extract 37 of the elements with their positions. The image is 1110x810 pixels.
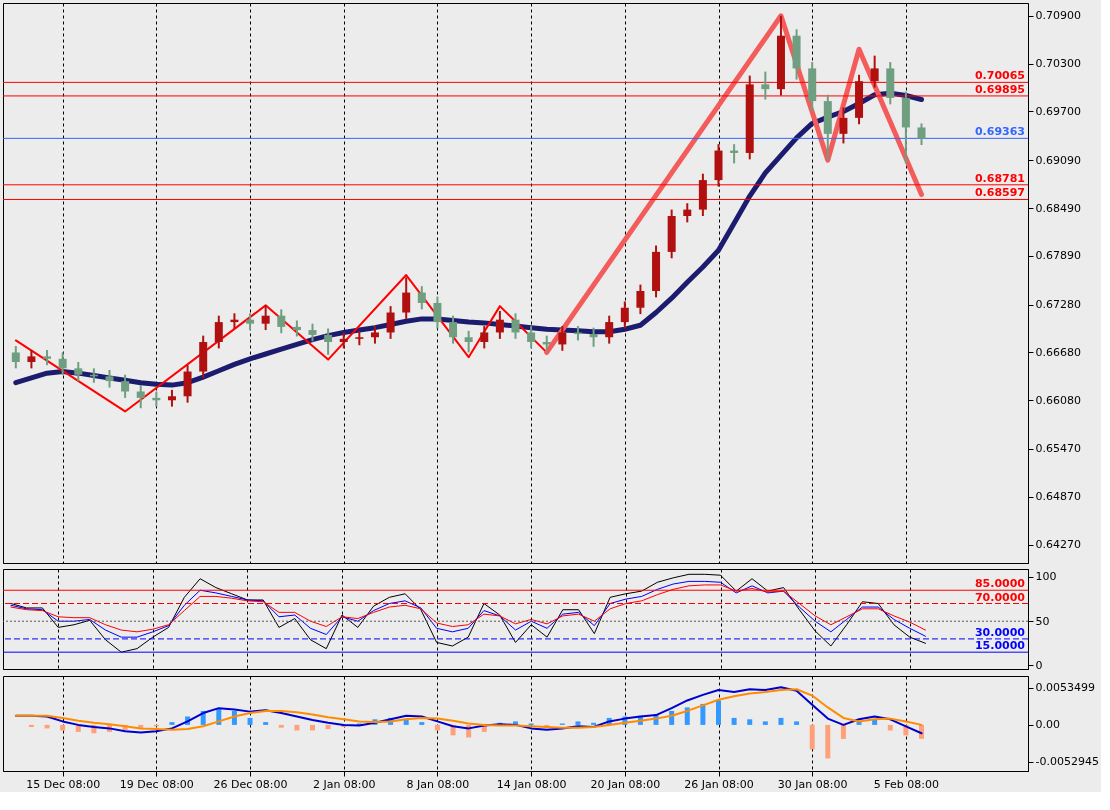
y-tick-label: 0.67890 xyxy=(1035,249,1081,263)
x-tick-label: 15 Dec 08:00 xyxy=(26,777,101,791)
ref-line-label: 0.69363 xyxy=(974,125,1025,139)
y-tick-label: 0.64270 xyxy=(1035,538,1081,552)
ref-line-label: 0.69895 xyxy=(974,82,1025,96)
y-tick-label: 0.68490 xyxy=(1035,201,1081,215)
y-tick-label: 0.00 xyxy=(1035,718,1060,732)
y-tick-label: 0.69090 xyxy=(1035,153,1081,167)
y-tick-label: 0.70300 xyxy=(1035,57,1081,71)
x-tick-label: 30 Jan 08:00 xyxy=(777,777,848,791)
x-tick-label: 2 Jan 08:00 xyxy=(312,777,376,791)
y-tick-label: 0.66080 xyxy=(1035,393,1081,407)
x-tick-label: 26 Dec 08:00 xyxy=(213,777,288,791)
y-tick-label: 0.69700 xyxy=(1035,104,1081,118)
ref-line-label: 70.0000 xyxy=(974,590,1026,604)
y-tick-label: 100 xyxy=(1035,570,1057,584)
x-tick-label: 19 Dec 08:00 xyxy=(119,777,194,791)
ref-line-label: 85.0000 xyxy=(974,577,1026,591)
y-tick-label: 50 xyxy=(1035,614,1050,628)
x-tick-label: 20 Jan 08:00 xyxy=(590,777,661,791)
x-tick-label: 14 Jan 08:00 xyxy=(496,777,567,791)
y-tick-label: 0.70900 xyxy=(1035,9,1081,23)
ref-line-label: 0.70065 xyxy=(974,69,1025,83)
y-tick-label: 0.0053499 xyxy=(1035,681,1095,695)
y-tick-label: 0 xyxy=(1035,658,1043,672)
ref-line-label: 15.0000 xyxy=(974,639,1026,653)
x-tick-label: 26 Jan 08:00 xyxy=(684,777,754,791)
y-tick-label: 0.66680 xyxy=(1035,345,1081,359)
y-tick-label: 0.67280 xyxy=(1035,298,1081,312)
ref-line-label: 0.68781 xyxy=(974,171,1025,185)
x-tick-label: 5 Feb 08:00 xyxy=(873,777,939,791)
y-tick-label: 0.64870 xyxy=(1035,490,1081,504)
y-tick-label: 0.65470 xyxy=(1035,442,1081,456)
x-tick-label: 8 Jan 08:00 xyxy=(406,777,470,791)
ref-line-label: 0.68597 xyxy=(974,186,1025,200)
y-tick-label: -0.0052945 xyxy=(1035,755,1099,769)
ref-line-label: 30.0000 xyxy=(974,625,1026,639)
